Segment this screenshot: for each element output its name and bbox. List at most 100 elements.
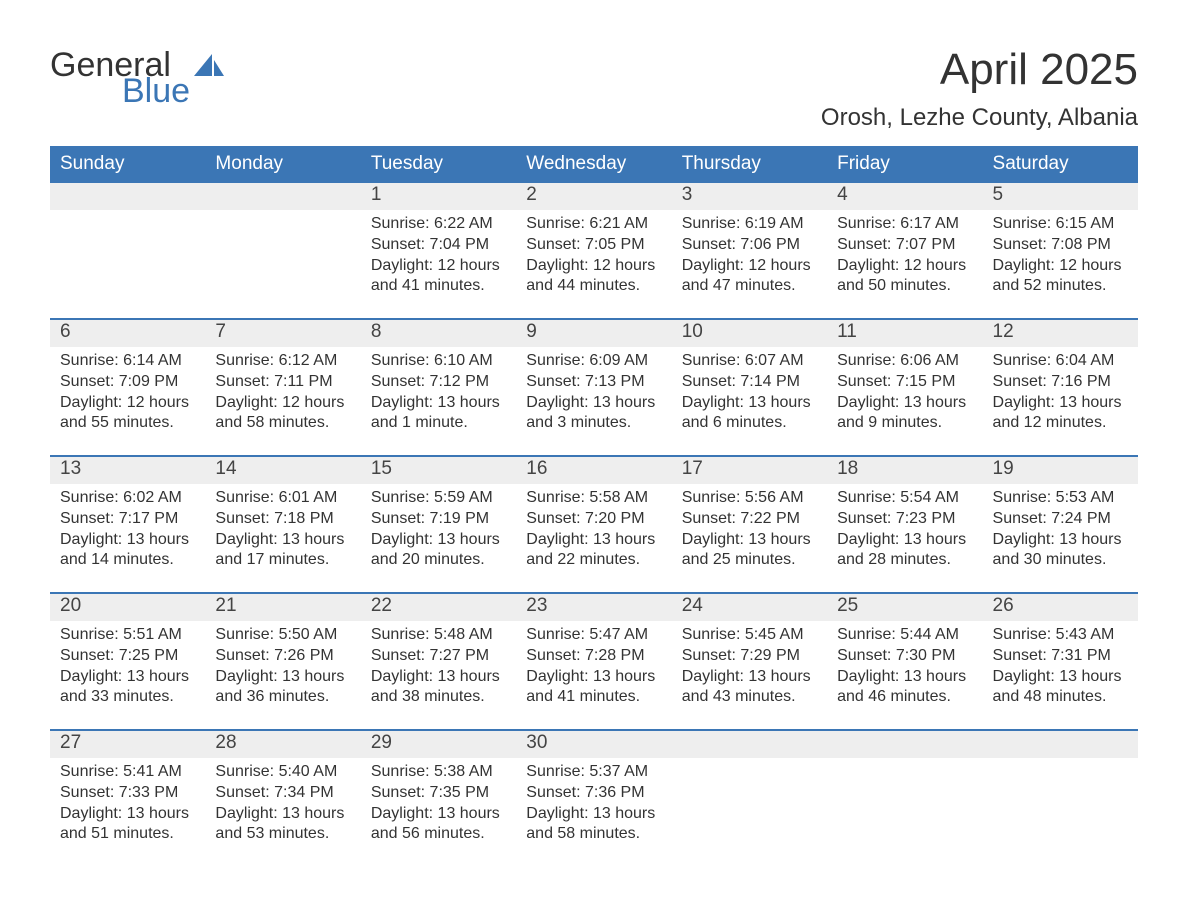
sunset-text: Sunset: 7:17 PM [60,509,195,530]
daylight-text: Daylight: 13 hours and 6 minutes. [682,393,817,435]
day-detail: Sunrise: 6:06 AMSunset: 7:15 PMDaylight:… [827,347,982,455]
sunrise-text: Sunrise: 6:10 AM [371,351,506,372]
sunrise-text: Sunrise: 5:51 AM [60,625,195,646]
date-number: 16 [516,457,671,484]
sunrise-text: Sunrise: 5:47 AM [526,625,661,646]
date-number: 27 [50,731,205,758]
title-block: April 2025 Orosh, Lezhe County, Albania [821,48,1138,130]
sunset-text: Sunset: 7:25 PM [60,646,195,667]
calendar-page: General Blue April 2025 Orosh, Lezhe Cou… [0,0,1188,918]
sunrise-text: Sunrise: 6:01 AM [215,488,350,509]
day-detail: Sunrise: 6:17 AMSunset: 7:07 PMDaylight:… [827,210,982,318]
daylight-text: Daylight: 12 hours and 41 minutes. [371,256,506,298]
date-number: 13 [50,457,205,484]
sunset-text: Sunset: 7:18 PM [215,509,350,530]
sunset-text: Sunset: 7:26 PM [215,646,350,667]
day-detail: Sunrise: 5:41 AMSunset: 7:33 PMDaylight:… [50,758,205,866]
daylight-text: Daylight: 13 hours and 56 minutes. [371,804,506,846]
date-number [50,183,205,210]
day-header: Tuesday [361,146,516,183]
day-detail: Sunrise: 5:54 AMSunset: 7:23 PMDaylight:… [827,484,982,592]
day-header: Friday [827,146,982,183]
sunrise-text: Sunrise: 5:54 AM [837,488,972,509]
daylight-text: Daylight: 13 hours and 43 minutes. [682,667,817,709]
sunrise-text: Sunrise: 6:19 AM [682,214,817,235]
day-detail: Sunrise: 5:51 AMSunset: 7:25 PMDaylight:… [50,621,205,729]
day-detail [827,758,982,866]
sunrise-text: Sunrise: 5:40 AM [215,762,350,783]
sunrise-text: Sunrise: 6:22 AM [371,214,506,235]
day-detail: Sunrise: 5:59 AMSunset: 7:19 PMDaylight:… [361,484,516,592]
daylight-text: Daylight: 12 hours and 44 minutes. [526,256,661,298]
day-detail [205,210,360,318]
detail-row: Sunrise: 5:41 AMSunset: 7:33 PMDaylight:… [50,758,1138,866]
date-number: 3 [672,183,827,210]
daylight-text: Daylight: 12 hours and 58 minutes. [215,393,350,435]
daylight-text: Daylight: 13 hours and 25 minutes. [682,530,817,572]
daylight-text: Daylight: 13 hours and 9 minutes. [837,393,972,435]
detail-row: Sunrise: 6:02 AMSunset: 7:17 PMDaylight:… [50,484,1138,592]
weeks-container: 12345Sunrise: 6:22 AMSunset: 7:04 PMDayl… [50,183,1138,866]
date-number: 8 [361,320,516,347]
day-detail [672,758,827,866]
daylight-text: Daylight: 13 hours and 46 minutes. [837,667,972,709]
sunset-text: Sunset: 7:16 PM [993,372,1128,393]
detail-row: Sunrise: 6:14 AMSunset: 7:09 PMDaylight:… [50,347,1138,455]
date-number: 24 [672,594,827,621]
detail-row: Sunrise: 6:22 AMSunset: 7:04 PMDaylight:… [50,210,1138,318]
daylight-text: Daylight: 13 hours and 58 minutes. [526,804,661,846]
date-number [672,731,827,758]
daylight-text: Daylight: 13 hours and 53 minutes. [215,804,350,846]
sunset-text: Sunset: 7:36 PM [526,783,661,804]
location-subtitle: Orosh, Lezhe County, Albania [821,106,1138,130]
day-detail: Sunrise: 5:53 AMSunset: 7:24 PMDaylight:… [983,484,1138,592]
top-bar: General Blue April 2025 Orosh, Lezhe Cou… [50,48,1138,130]
sunrise-text: Sunrise: 5:44 AM [837,625,972,646]
date-number: 25 [827,594,982,621]
week-row: 13141516171819Sunrise: 6:02 AMSunset: 7:… [50,455,1138,592]
date-number: 1 [361,183,516,210]
day-detail: Sunrise: 6:04 AMSunset: 7:16 PMDaylight:… [983,347,1138,455]
date-number: 2 [516,183,671,210]
sunrise-text: Sunrise: 6:04 AM [993,351,1128,372]
date-number: 26 [983,594,1138,621]
date-number: 12 [983,320,1138,347]
daylight-text: Daylight: 13 hours and 14 minutes. [60,530,195,572]
day-detail: Sunrise: 5:47 AMSunset: 7:28 PMDaylight:… [516,621,671,729]
daylight-text: Daylight: 13 hours and 20 minutes. [371,530,506,572]
sunset-text: Sunset: 7:07 PM [837,235,972,256]
daylight-text: Daylight: 13 hours and 22 minutes. [526,530,661,572]
date-number: 7 [205,320,360,347]
brand-text: General Blue [50,48,190,108]
month-title: April 2025 [821,48,1138,92]
sunrise-text: Sunrise: 5:37 AM [526,762,661,783]
date-number: 23 [516,594,671,621]
date-number: 5 [983,183,1138,210]
sunset-text: Sunset: 7:08 PM [993,235,1128,256]
sunset-text: Sunset: 7:06 PM [682,235,817,256]
date-number-row: 6789101112 [50,320,1138,347]
sunset-text: Sunset: 7:05 PM [526,235,661,256]
daylight-text: Daylight: 12 hours and 50 minutes. [837,256,972,298]
day-detail: Sunrise: 5:45 AMSunset: 7:29 PMDaylight:… [672,621,827,729]
sunrise-text: Sunrise: 5:59 AM [371,488,506,509]
day-detail: Sunrise: 5:50 AMSunset: 7:26 PMDaylight:… [205,621,360,729]
daylight-text: Daylight: 12 hours and 55 minutes. [60,393,195,435]
date-number: 28 [205,731,360,758]
daylight-text: Daylight: 13 hours and 28 minutes. [837,530,972,572]
daylight-text: Daylight: 13 hours and 17 minutes. [215,530,350,572]
date-number [205,183,360,210]
sunset-text: Sunset: 7:04 PM [371,235,506,256]
day-header: Wednesday [516,146,671,183]
sunrise-text: Sunrise: 6:15 AM [993,214,1128,235]
date-number: 10 [672,320,827,347]
day-detail [50,210,205,318]
day-detail: Sunrise: 5:37 AMSunset: 7:36 PMDaylight:… [516,758,671,866]
day-detail: Sunrise: 5:43 AMSunset: 7:31 PMDaylight:… [983,621,1138,729]
brand-bottom: Blue [122,74,190,108]
sunset-text: Sunset: 7:24 PM [993,509,1128,530]
sunset-text: Sunset: 7:12 PM [371,372,506,393]
daylight-text: Daylight: 13 hours and 36 minutes. [215,667,350,709]
date-number: 9 [516,320,671,347]
sunset-text: Sunset: 7:15 PM [837,372,972,393]
